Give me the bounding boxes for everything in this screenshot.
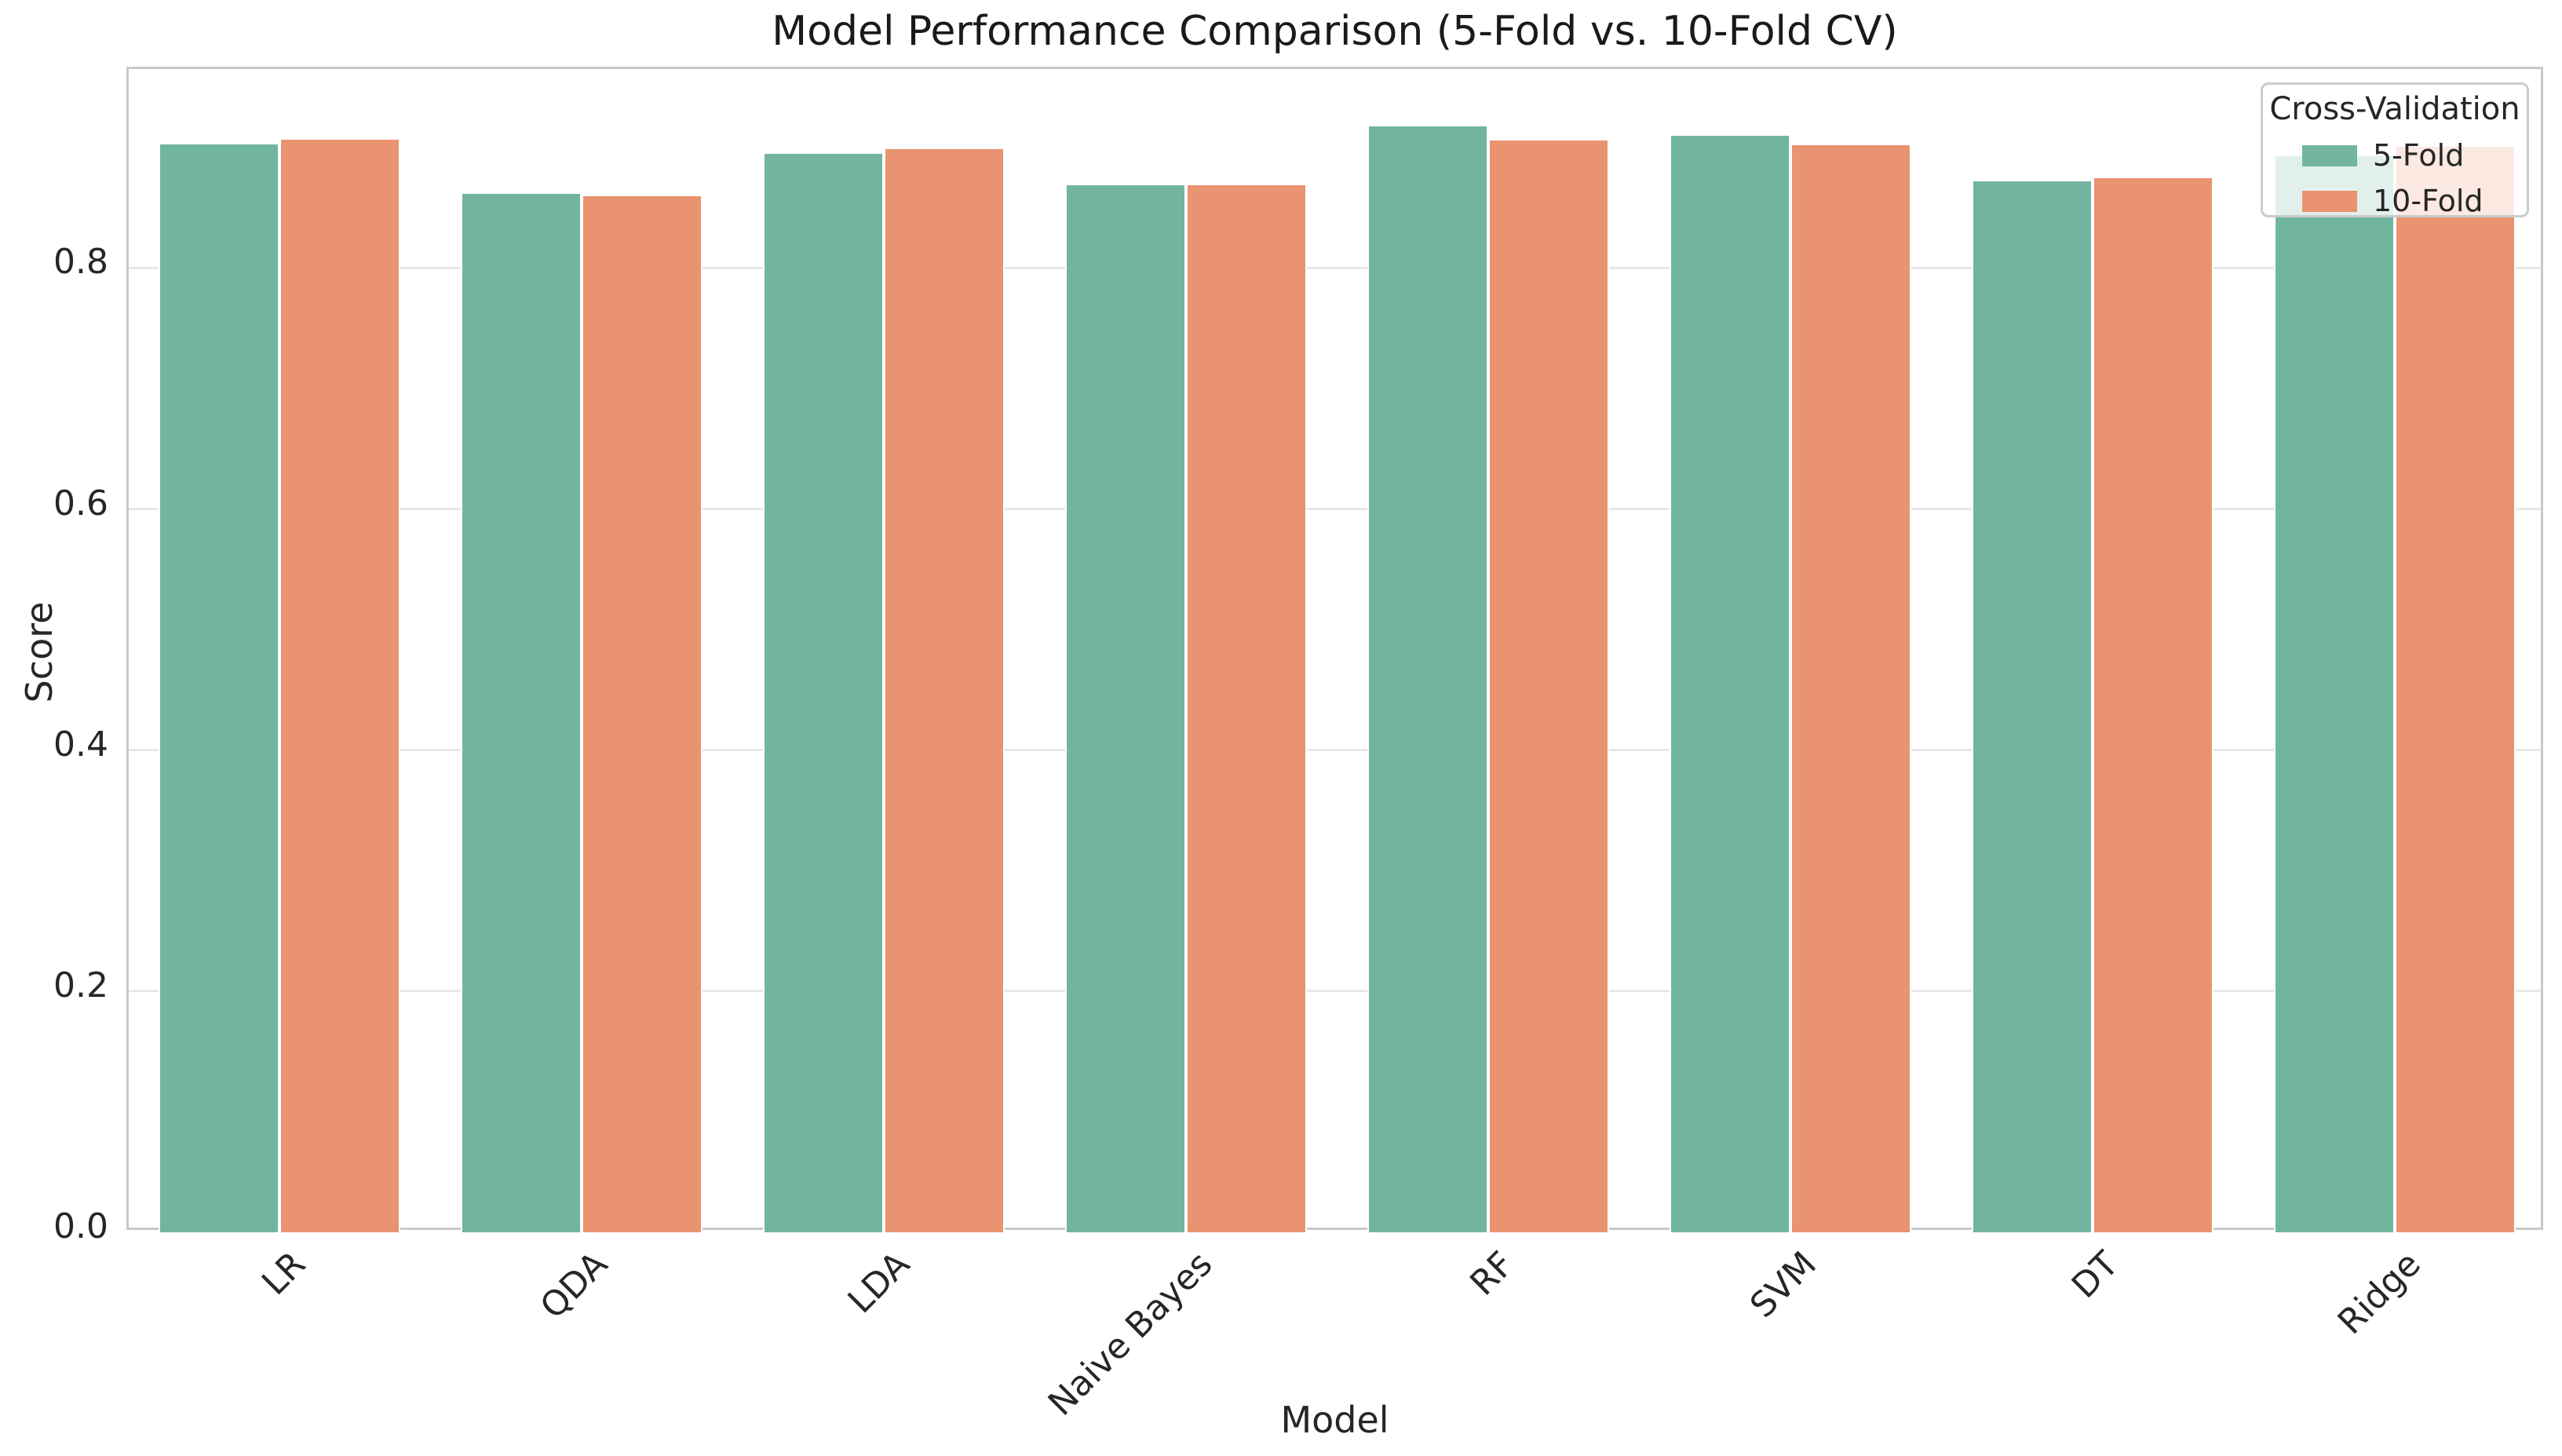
xtick-label-dt: DT [2064, 1244, 2126, 1307]
legend-item-5-fold: 5-Fold [2302, 138, 2527, 173]
xtick-label-ridge: Ridge [2330, 1244, 2429, 1342]
y-axis-label: Score [18, 601, 60, 703]
gridline-y-0.6 [129, 508, 2541, 511]
bar-10-fold-lr [279, 137, 401, 1232]
ytick-label-0.0: 0.0 [53, 1206, 108, 1246]
legend-item-10-fold: 10-Fold [2302, 184, 2527, 218]
legend-items: 5-Fold 10-Fold [2263, 138, 2527, 218]
bar-10-fold-naive-bayes [1186, 183, 1307, 1232]
bar-10-fold-rf [1487, 139, 1609, 1232]
bar-5-fold-naive-bayes [1065, 183, 1187, 1232]
ytick-label-0.2: 0.2 [53, 965, 108, 1005]
gridline-y-0.2 [129, 990, 2541, 993]
legend-swatch-10-fold [2302, 190, 2357, 212]
ytick-label-0.6: 0.6 [53, 483, 108, 524]
x-axis-label: Model [1280, 1399, 1389, 1441]
legend-label-5-fold: 5-Fold [2373, 138, 2465, 173]
bar-5-fold-ridge [2273, 155, 2395, 1232]
xtick-label-svm: SVM [1742, 1244, 1824, 1326]
gridline-y-0.8 [129, 266, 2541, 269]
bar-5-fold-qda [461, 192, 582, 1232]
bar-5-fold-svm [1669, 133, 1790, 1232]
xtick-label-lda: LDA [841, 1244, 918, 1322]
plot-area [126, 67, 2543, 1232]
gridline-y-0.4 [129, 749, 2541, 752]
xtick-label-lr: LR [254, 1244, 314, 1304]
chart-title: Model Performance Comparison (5-Fold vs.… [772, 8, 1898, 55]
ytick-label-0.8: 0.8 [53, 242, 108, 283]
bar-10-fold-svm [1790, 144, 1911, 1232]
xtick-label-qda: QDA [533, 1244, 616, 1327]
bar-10-fold-dt [2092, 176, 2213, 1232]
xtick-label-rf: RF [1462, 1244, 1522, 1304]
bar-5-fold-lr [159, 142, 280, 1232]
xtick-label-naive-bayes: Naive Bayes [1040, 1244, 1221, 1424]
ytick-label-0.4: 0.4 [53, 724, 108, 764]
legend-title: Cross-Validation [2269, 91, 2520, 127]
bar-5-fold-rf [1367, 124, 1488, 1232]
legend: Cross-Validation 5-Fold 10-Fold [2261, 82, 2529, 218]
bar-5-fold-lda [763, 151, 885, 1232]
legend-label-10-fold: 10-Fold [2373, 184, 2484, 218]
legend-swatch-5-fold [2302, 144, 2357, 166]
bar-10-fold-qda [582, 194, 703, 1232]
bar-10-fold-ridge [2394, 144, 2516, 1232]
bar-10-fold-lda [884, 147, 1005, 1232]
bar-5-fold-dt [1971, 180, 2093, 1232]
